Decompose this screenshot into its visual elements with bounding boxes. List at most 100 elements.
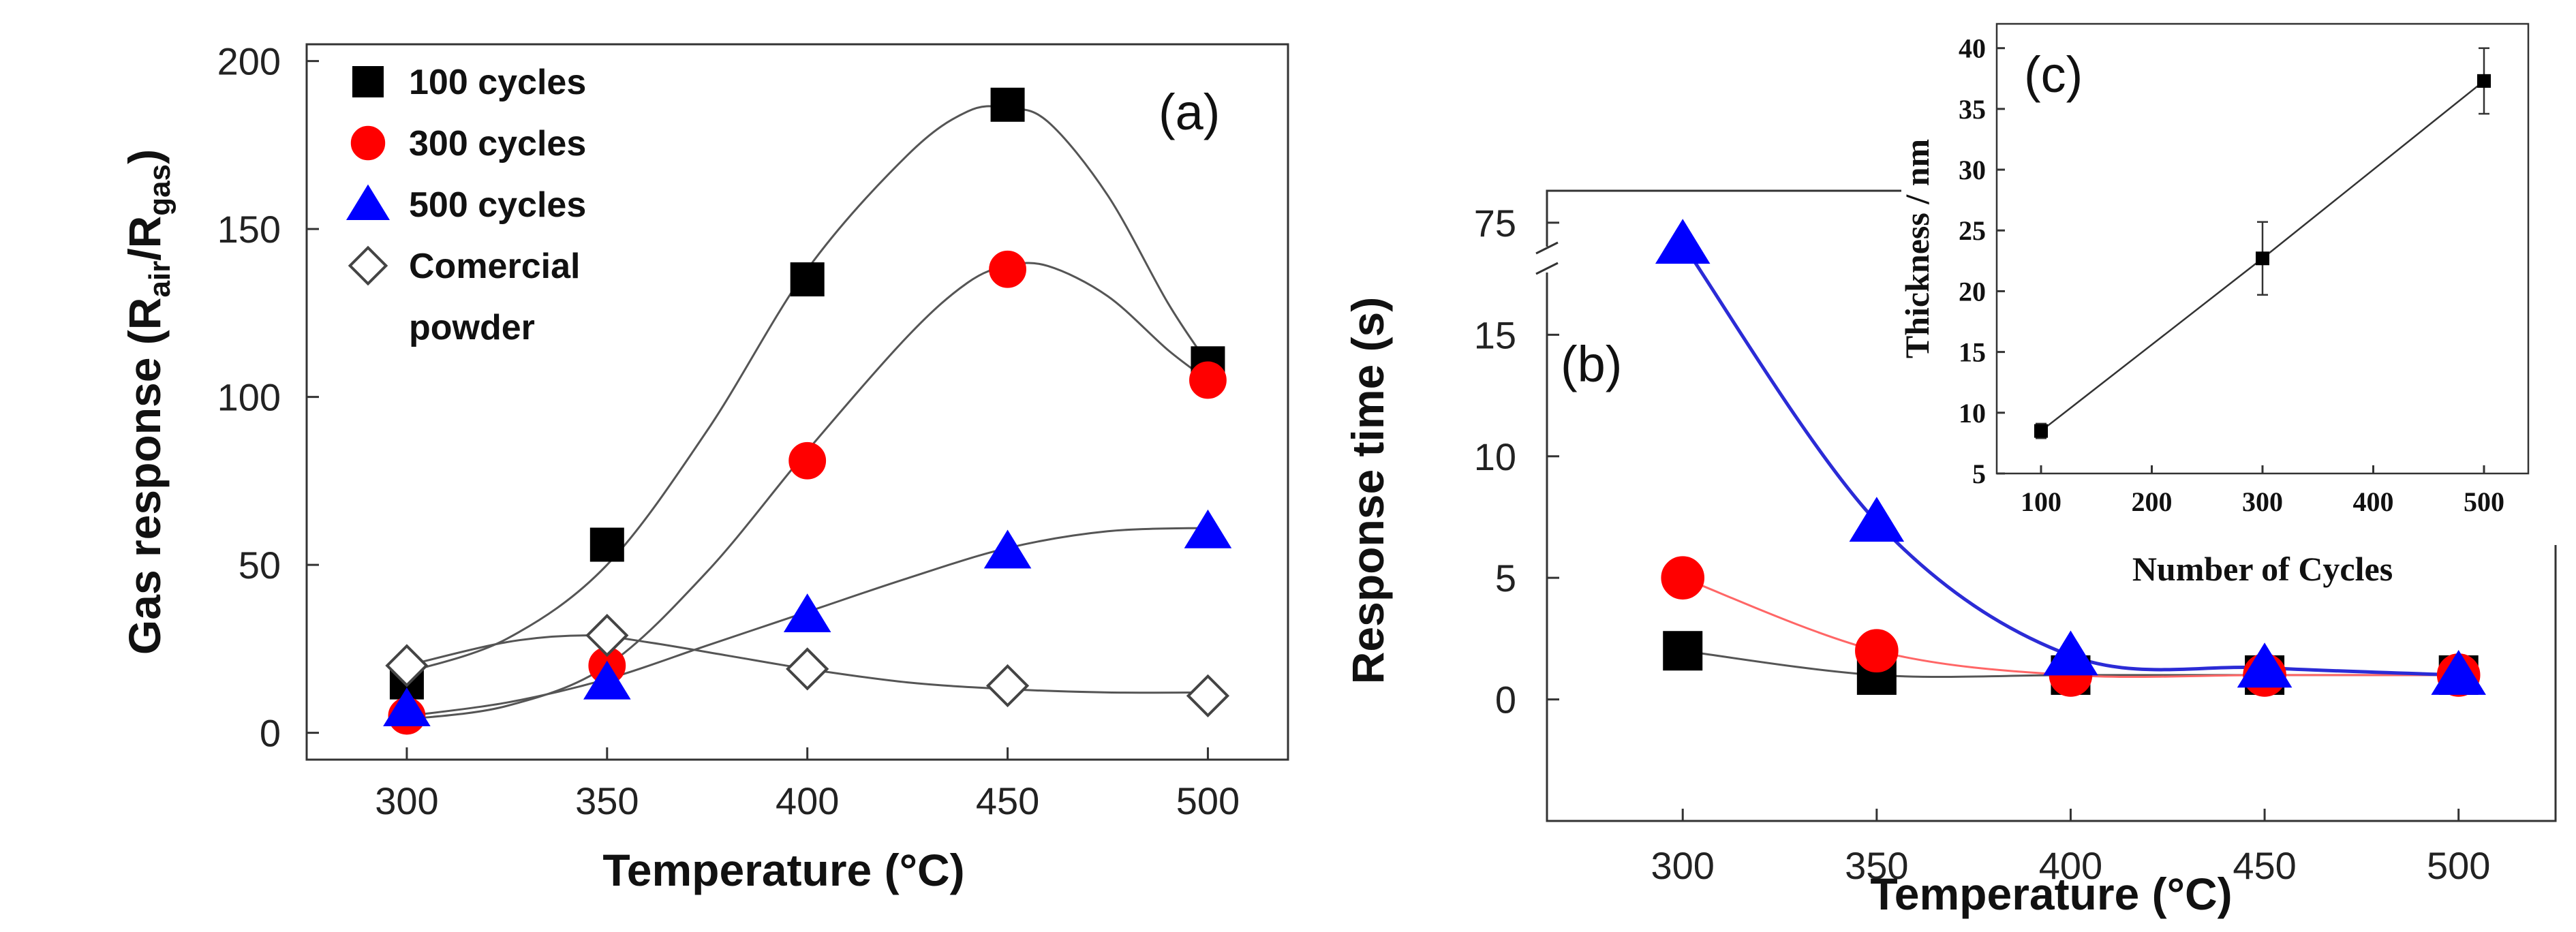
chart-a-y-tick-label: 0 <box>260 712 281 755</box>
chart-a-point <box>985 664 1030 708</box>
chart-a-y-tick-label: 100 <box>217 376 281 419</box>
chart-b-x-tick-label: 300 <box>1651 844 1715 887</box>
chart-c-point <box>2034 424 2048 438</box>
chart-b-axes <box>1546 191 2557 822</box>
chart-a-xlabel-unit: (°C) <box>885 845 965 895</box>
chart-b-x-tick-label: 450 <box>2233 844 2296 887</box>
chart-b-point <box>1849 497 1905 542</box>
chart-b-x-tick-label: 350 <box>1845 844 1908 887</box>
chart-a-point <box>790 262 825 297</box>
chart-c-y-tick-label: 20 <box>1959 276 1986 307</box>
chart-a-x-tick-label: 500 <box>1176 779 1240 822</box>
chart-a-legend-marker <box>350 125 386 161</box>
chart-c-y-tick-label: 30 <box>1959 155 1986 185</box>
chart-a-y-tick-label: 50 <box>239 544 281 587</box>
chart-a-y-axis-label: Gas response (Rair/Rgas) <box>119 149 177 655</box>
chart-b-series-line <box>1681 243 2459 677</box>
chart-b-upper-axis-segment <box>1546 189 1901 245</box>
chart-a-legend: 100 cycles 300 cycles 500 cycles Comercial p… <box>346 63 586 347</box>
chart-a-point <box>983 529 1032 569</box>
chart-a-point <box>1186 674 1230 717</box>
chart-a-legend-label: Comercial <box>409 247 580 286</box>
chart-b-data-marks <box>1655 219 2486 697</box>
chart-c-inset: 100 200 300 400 500 5 10 15 20 25 30 35 40 (c) Numb… <box>1898 7 2549 588</box>
chart-b-break-mark-1 <box>1535 241 1559 255</box>
chart-b-point <box>2431 649 2486 695</box>
chart-a-ylabel-close: ) <box>119 149 170 164</box>
chart-a-point <box>989 250 1026 288</box>
chart-a-point <box>385 644 429 687</box>
chart-a-x-ticks: 300 350 400 450 500 <box>375 747 1240 822</box>
chart-b-xlabel-unit: (°C) <box>2152 869 2233 919</box>
chart-a-point <box>585 613 629 657</box>
chart-a-x-tick-label: 350 <box>575 779 639 822</box>
chart-c-x-tick-label: 100 <box>2021 486 2061 517</box>
chart-a-legend-label: 300 cycles <box>409 124 586 164</box>
chart-b-y-tick-label: 15 <box>1474 313 1516 356</box>
chart-c-y-tick-label: 25 <box>1959 215 1986 246</box>
chart-a-fit-curve <box>406 105 1209 674</box>
chart-c-data-marks <box>2034 47 2491 439</box>
chart-c-x-tick-label: 200 <box>2132 486 2173 517</box>
chart-c-x-ticks: 100 200 300 400 500 <box>2021 465 2504 517</box>
chart-a-x-tick-label: 450 <box>976 779 1039 822</box>
chart-b-point <box>2043 630 2098 676</box>
chart-a-ylabel-slash: /R <box>119 216 170 261</box>
chart-c-background <box>1908 7 2549 518</box>
chart-a-x-axis-label: Temperature (°C) <box>602 845 964 895</box>
chart-c-y-tick-label: 10 <box>1959 398 1986 429</box>
chart-b-x-axis-label: Temperature (°C) <box>1870 869 2232 919</box>
chart-b-x-tick-label: 500 <box>2427 844 2490 887</box>
chart-b-point <box>2237 642 2293 688</box>
chart-b-y-tick-label: 0 <box>1495 679 1516 721</box>
chart-a-x-tick-label: 300 <box>375 779 438 822</box>
chart-c-y-tick-label: 5 <box>1972 459 1986 489</box>
chart-c-x-tick-label: 500 <box>2464 486 2504 517</box>
chart-a-y-ticks: 0 50 100 150 200 <box>217 40 319 755</box>
chart-a-x-tick-label: 400 <box>776 779 839 822</box>
chart-b-point <box>1661 556 1705 600</box>
chart-b-break-mark-2 <box>1535 262 1559 275</box>
chart-a-point <box>1184 509 1232 548</box>
chart-c-panel-label: (c) <box>2024 46 2083 103</box>
chart-c-point <box>2477 74 2491 88</box>
chart-a-point <box>788 441 827 480</box>
chart-c-y-tick-label: 40 <box>1959 33 1986 64</box>
chart-b-panel-label: (b) <box>1561 336 1622 392</box>
chart-c-x-tick-label: 300 <box>2242 486 2283 517</box>
chart-a-panel-label: (a) <box>1159 84 1220 140</box>
chart-a-fit-curve <box>406 262 1209 721</box>
chart-a-legend-marker <box>346 184 390 220</box>
chart-b-point <box>1663 631 1703 671</box>
chart-a-legend-label: powder <box>409 308 535 347</box>
chart-a-point <box>990 87 1025 122</box>
chart-b-xlabel-text: Temperature <box>1870 869 2139 919</box>
chart-b-point <box>1655 219 1711 264</box>
chart-c-x-tick-label: 400 <box>2353 486 2394 517</box>
chart-a-data-marks <box>383 87 1232 735</box>
chart-a-legend-label: 500 cycles <box>409 185 586 225</box>
chart-a-y-tick-label: 200 <box>217 40 281 83</box>
chart-b: 300 350 400 450 500 0 5 10 15 75 (b) Temperature… <box>1343 189 2557 919</box>
chart-a-legend-label: 100 cycles <box>409 63 586 102</box>
chart-a-plot-frame <box>305 43 1289 761</box>
chart-c-point <box>2256 251 2269 266</box>
chart-a-ylabel-sub2: gas <box>143 164 177 216</box>
chart-a-point <box>1189 361 1227 399</box>
chart-b-axis-break <box>1533 241 1561 275</box>
chart-a: 300 350 400 450 500 0 50 100 150 200 100 cycles 3… <box>119 40 1289 895</box>
chart-c-y-tick-label: 15 <box>1959 337 1986 368</box>
chart-a-ylabel-open: (R <box>119 298 170 345</box>
chart-a-point <box>783 593 831 633</box>
chart-a-ylabel-text: Gas response <box>119 358 170 655</box>
chart-c-y-tick-label: 35 <box>1959 94 1986 125</box>
chart-a-legend-marker <box>352 66 384 97</box>
chart-a-legend-marker <box>348 245 388 286</box>
chart-a-point <box>583 660 631 700</box>
chart-b-y-tick-label: 10 <box>1474 435 1516 478</box>
chart-c-x-axis-label: Number of Cycles <box>2132 550 2393 588</box>
chart-a-ylabel-sub1: air <box>143 261 177 298</box>
chart-a-point <box>589 527 624 562</box>
chart-b-x-ticks: 300 350 400 450 500 <box>1651 809 2490 887</box>
